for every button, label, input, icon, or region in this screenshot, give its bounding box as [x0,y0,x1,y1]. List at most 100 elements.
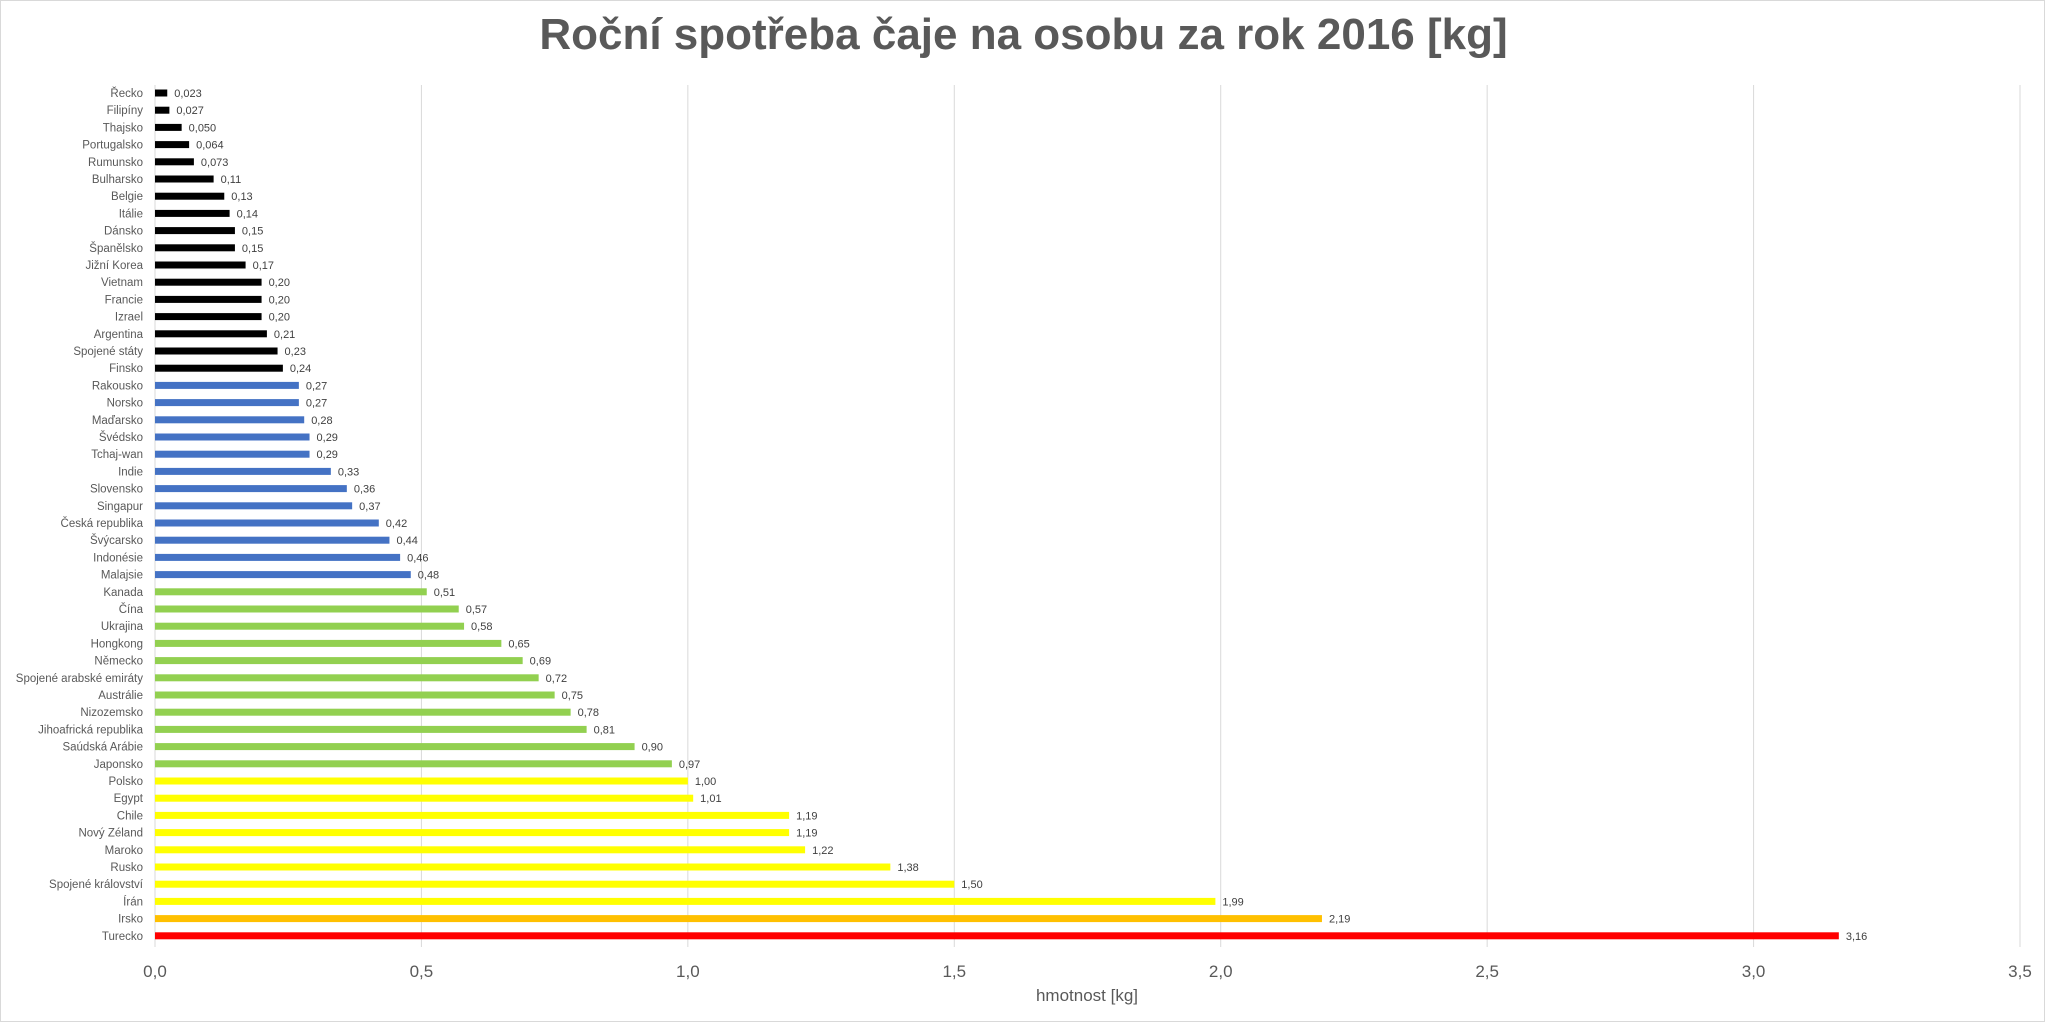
x-tick-label: 0,0 [143,962,167,981]
data-label: 0,90 [642,742,663,754]
data-label: 0,29 [317,449,338,461]
category-label: Malajsie [101,570,143,582]
data-label: 1,22 [812,845,833,857]
category-label: Írán [123,895,143,908]
data-label: 1,19 [796,828,817,840]
data-label: 0,65 [508,638,529,650]
bar [155,794,694,802]
bar [155,674,539,682]
category-label: Německo [94,656,143,668]
bar [155,175,214,183]
bar [155,158,194,166]
category-label: Argentina [94,329,144,341]
x-tick-label: 1,0 [676,962,700,981]
data-label: 0,37 [359,501,380,513]
category-label: Francie [105,294,143,306]
data-label: 1,19 [796,810,817,822]
x-axis-title: hmotnost [kg] [1036,986,1138,1005]
bar [155,141,190,149]
data-label: 1,50 [961,879,982,891]
category-label: Belgie [111,191,143,203]
data-label: 0,050 [189,122,217,134]
category-label: Čína [119,603,144,616]
bar [155,743,635,751]
data-label: 0,11 [221,174,242,186]
category-label: Švédsko [99,431,143,444]
category-label: Singapur [97,501,143,513]
bar [155,932,1839,940]
category-label: Maďarsko [92,415,143,427]
bar [155,89,168,97]
category-label: Finsko [109,363,143,375]
category-label: Řecko [110,87,143,100]
category-label: Vietnam [101,277,143,289]
data-label: 0,023 [174,88,202,100]
bar [155,416,305,424]
bar [155,519,379,527]
category-label: Japonsko [94,759,143,771]
data-label: 0,75 [562,690,583,702]
category-label: Portugalsko [82,140,143,152]
x-tick-label: 3,0 [1742,962,1766,981]
bar [155,829,790,837]
category-label: Spojené státy [73,346,143,358]
x-axis-ticks: 0,0 0,5 1,0 1,5 2,0 2,5 3,0 3,5 [143,962,2032,981]
data-label: 0,073 [201,157,229,169]
data-label: 0,46 [407,552,428,564]
bar [155,863,891,871]
bar [155,915,1322,923]
data-label: 0,27 [306,380,327,392]
bar [155,553,401,561]
category-label: Rakousko [92,380,143,392]
bar [155,433,310,441]
category-label: Chile [117,810,143,822]
data-label: 0,81 [594,724,615,736]
data-label: 0,97 [679,759,700,771]
data-label: 2,19 [1329,914,1350,926]
bar [155,657,523,665]
data-label: 0,15 [242,243,263,255]
data-label: 0,21 [274,329,295,341]
data-label: 0,20 [269,312,290,324]
data-label: 0,69 [530,656,551,668]
category-label: Bulharsko [92,174,143,186]
category-label: Rusko [110,862,143,874]
data-label: 3,16 [1846,931,1867,943]
data-label: 1,01 [700,793,721,805]
bar [155,209,230,217]
bar [155,261,246,269]
bar [155,639,502,647]
bar [155,106,170,114]
data-label: 0,48 [418,570,439,582]
bar [155,897,1216,905]
data-label: 0,20 [269,294,290,306]
data-label: 0,15 [242,226,263,238]
bar [155,846,806,854]
category-label: Indonésie [93,552,143,564]
bar [155,227,235,235]
category-label: Španělsko [89,242,143,255]
category-label: Thajsko [103,122,143,134]
data-label: 0,23 [285,346,306,358]
x-tick-label: 1,5 [942,962,966,981]
bar [155,571,411,579]
category-label: Spojené království [49,879,144,891]
bar [155,313,262,321]
bar [155,123,182,131]
category-label: Nový Zéland [78,828,143,840]
bar [155,880,955,888]
category-label: Turecko [102,931,143,943]
category-label: Dánsko [104,226,143,238]
bar [155,536,390,544]
bar [155,192,225,200]
bar [155,760,672,768]
category-label: Česká republika [61,517,144,530]
bar [155,364,283,372]
bar [155,777,688,785]
bar [155,708,571,716]
x-tick-label: 3,5 [2008,962,2032,981]
data-label: 0,33 [338,466,359,478]
data-label: 0,29 [317,432,338,444]
data-label: 0,27 [306,398,327,410]
data-label: 1,99 [1222,896,1243,908]
